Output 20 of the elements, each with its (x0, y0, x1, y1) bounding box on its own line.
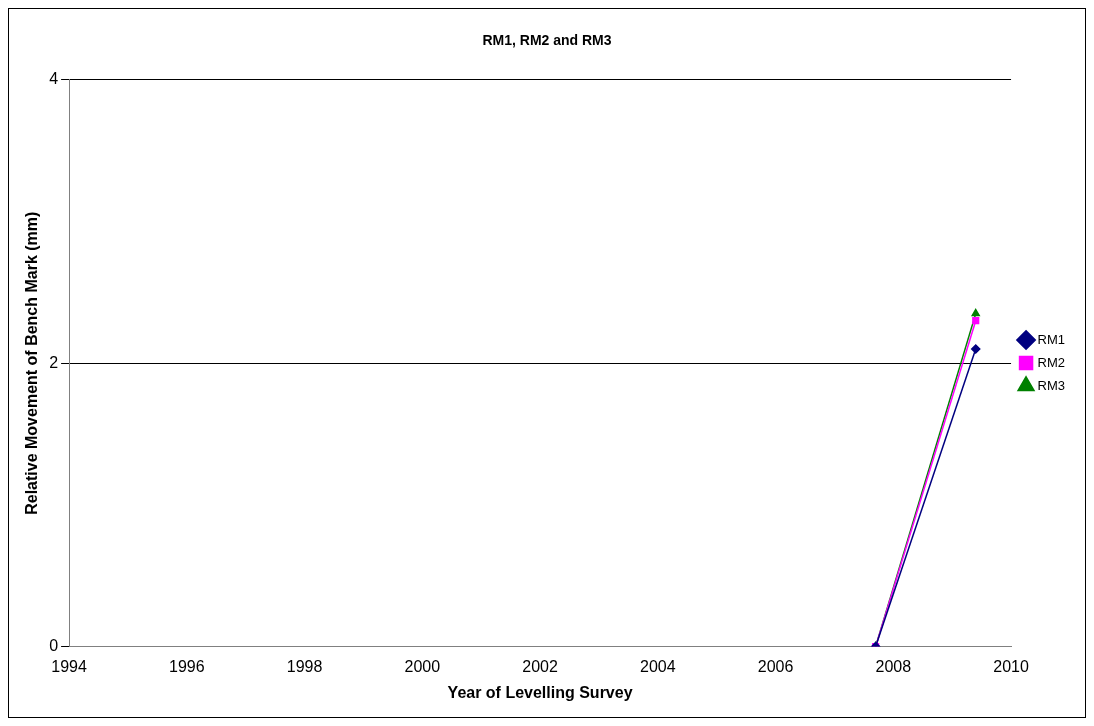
y-axis-title: Relative Movement of Bench Mark (mm) (23, 211, 41, 515)
x-tick-label: 2002 (522, 657, 558, 675)
legend-label: RM3 (1037, 377, 1066, 393)
legend-label: RM2 (1037, 354, 1066, 370)
x-tick-label: 2004 (640, 657, 676, 675)
x-tick-label: 2006 (757, 657, 794, 675)
x-axis-title: Year of Levelling Survey (447, 683, 633, 701)
y-tick-label: 2 (49, 353, 59, 371)
x-tick-label: 2010 (993, 657, 1029, 675)
chart-title: RM1, RM2 and RM3 (482, 32, 612, 49)
legend-label: RM1 (1037, 331, 1066, 347)
x-tick-label: 1998 (286, 657, 323, 675)
x-tick-label: 1996 (169, 657, 205, 675)
y-tick-label: 0 (49, 637, 59, 655)
y-tick-label: 4 (49, 70, 59, 88)
x-tick-label: 1994 (51, 657, 87, 675)
x-tick-label: 2008 (875, 657, 912, 675)
x-tick-label: 2000 (404, 657, 441, 675)
point (972, 317, 980, 325)
point (970, 344, 981, 354)
